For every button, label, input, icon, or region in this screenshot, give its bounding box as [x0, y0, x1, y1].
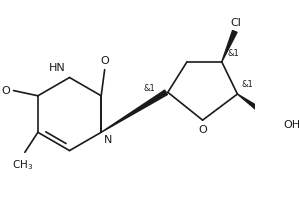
Polygon shape — [222, 31, 237, 62]
Text: O: O — [100, 56, 109, 66]
Text: &1: &1 — [144, 84, 156, 93]
Text: OH: OH — [283, 120, 299, 130]
Text: O: O — [198, 125, 207, 135]
Polygon shape — [101, 90, 167, 132]
Text: O: O — [1, 86, 10, 96]
Text: HN: HN — [48, 63, 65, 73]
Text: &1: &1 — [242, 80, 254, 89]
Polygon shape — [237, 94, 263, 113]
Text: N: N — [104, 135, 112, 145]
Text: Cl: Cl — [230, 18, 241, 28]
Text: CH$_3$: CH$_3$ — [12, 158, 33, 172]
Text: &1: &1 — [228, 49, 239, 58]
